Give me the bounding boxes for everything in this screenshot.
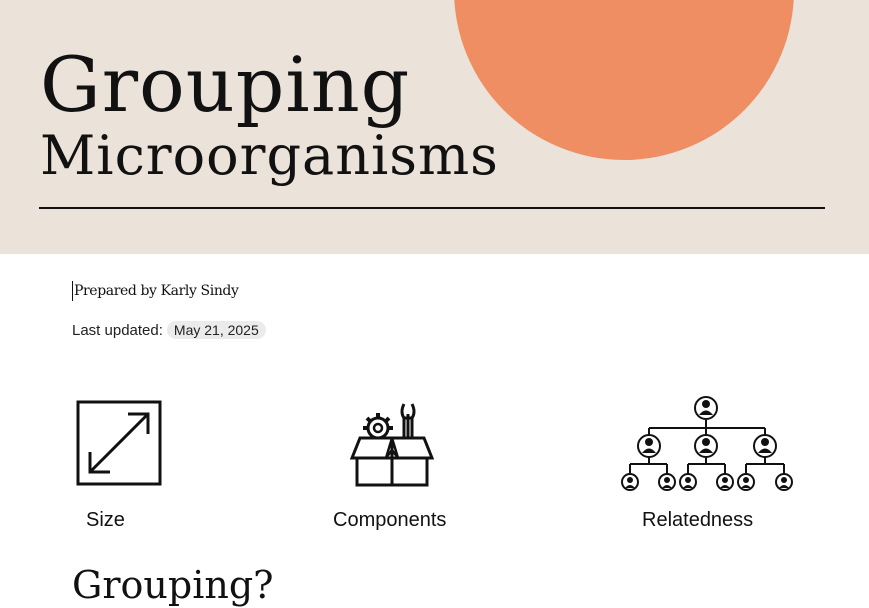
toolbox-icon <box>349 403 434 487</box>
feature-label-size: Size <box>86 509 125 531</box>
date-chip[interactable]: May 21, 2025 <box>166 321 266 339</box>
section-heading: Grouping? <box>72 563 274 607</box>
feature-label-components: Components <box>333 509 447 531</box>
hierarchy-tree-icon <box>621 396 793 491</box>
hero-banner: Grouping Microorganisms <box>0 0 869 254</box>
author-line[interactable]: Prepared by Karly Sindy <box>72 281 239 301</box>
last-updated-label: Last updated: <box>72 321 163 339</box>
title-divider <box>39 207 825 209</box>
resize-arrows-icon <box>76 400 162 486</box>
page-title-line2: Microorganisms <box>40 124 499 187</box>
decorative-circle <box>454 0 794 160</box>
page-title-line1: Grouping <box>40 40 411 129</box>
feature-label-relatedness: Relatedness <box>642 509 754 531</box>
last-updated-row: Last updated: May 21, 2025 <box>72 321 266 339</box>
